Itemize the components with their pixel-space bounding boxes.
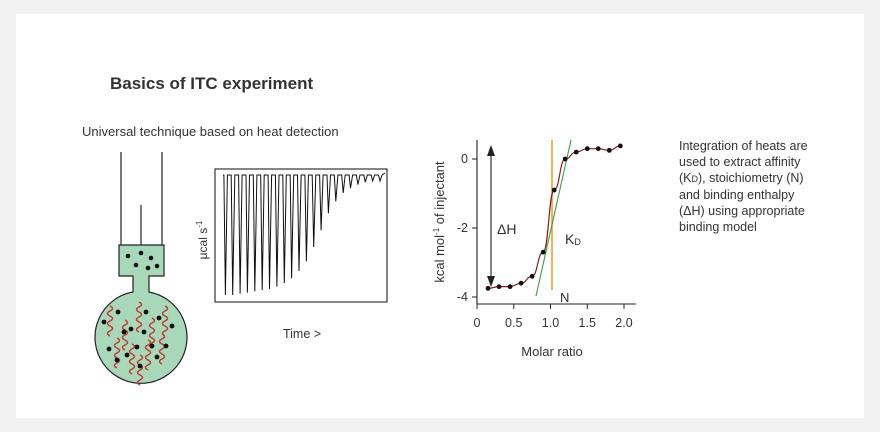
- cell-dot: [128, 326, 134, 332]
- cell-dot: [141, 329, 147, 335]
- delta-h-arrow: [487, 145, 495, 287]
- kd-label: KD: [565, 231, 581, 247]
- protein-coil: [135, 301, 143, 333]
- y-tick-label: 0: [461, 152, 468, 166]
- ligand-dots: [125, 250, 160, 271]
- data-point: [540, 249, 546, 255]
- data-point: [606, 147, 612, 153]
- x-tick-label: 0: [474, 316, 481, 330]
- cell-dot: [121, 329, 127, 335]
- protein-coil: [136, 354, 144, 386]
- thermogram-trace: [223, 172, 386, 296]
- data-point: [529, 273, 535, 279]
- x-ticks: 0 0.5 1.0 1.5 2.0: [474, 304, 633, 330]
- protein-coil: [148, 317, 156, 349]
- x-tick-label: 1.5: [579, 316, 596, 330]
- subtitle: Universal technique based on heat detect…: [82, 124, 339, 139]
- thermogram-ylabel: μcal s-1: [195, 220, 210, 259]
- description-line: Integration of heats are: [679, 139, 808, 153]
- y-tick-label: -4: [457, 290, 468, 304]
- ligand-dot: [145, 265, 151, 271]
- data-point: [518, 280, 524, 286]
- kd-slope-line: [535, 139, 572, 297]
- data-point: [485, 285, 491, 291]
- delta-h-label: ΔH: [497, 221, 516, 237]
- cell-dot: [156, 315, 162, 321]
- cell-dot: [134, 344, 140, 350]
- thermogram-xlabel: Time >: [283, 327, 321, 341]
- protein-coil: [128, 343, 136, 375]
- description-line: and binding enthalpy: [679, 188, 795, 202]
- description-line: binding model: [679, 220, 757, 234]
- cell-dot: [124, 352, 130, 358]
- data-point: [617, 143, 623, 149]
- cell-dot: [163, 343, 169, 349]
- cell-dot: [137, 363, 143, 369]
- cell-dot: [101, 319, 107, 325]
- binding-ylabel: kcal mol-1 of injectant: [432, 161, 447, 283]
- n-label: N: [560, 290, 569, 305]
- cell-dot: [143, 309, 149, 315]
- protein-coil: [144, 339, 152, 371]
- thermogram: μcal s-1 Time >: [195, 168, 388, 341]
- cell-dot: [115, 309, 121, 315]
- x-tick-label: 2.0: [615, 316, 632, 330]
- description-line: (KD), stoichiometry (N): [679, 171, 804, 185]
- x-tick-label: 1.0: [542, 316, 559, 330]
- protein-coil: [106, 305, 114, 337]
- protein-coil: [121, 319, 129, 351]
- ligand-dot: [138, 250, 144, 256]
- description: Integration of heats are used to extract…: [679, 138, 869, 235]
- data-point: [496, 284, 502, 290]
- ligand-dot: [148, 255, 154, 261]
- data-point: [584, 146, 590, 152]
- binding-curve-plot: 0 -2 -4 0 0.5 1.0 1.5 2.0 ΔH KD N kcal mol-1 o…: [432, 139, 636, 359]
- cell-dot: [106, 346, 112, 352]
- cell-dot: [169, 323, 175, 329]
- cell-ligand-dots: [101, 309, 175, 369]
- cell-dot: [114, 357, 120, 363]
- data-point: [573, 149, 579, 155]
- page-title: Basics of ITC experiment: [110, 74, 314, 93]
- protein-coil: [158, 333, 166, 365]
- description-line: used to extract affinity: [679, 155, 801, 169]
- ligand-dot: [133, 262, 139, 268]
- data-points: [485, 143, 623, 291]
- y-tick-label: -2: [457, 221, 468, 235]
- itc-instrument: [94, 152, 188, 386]
- data-point: [551, 187, 557, 193]
- ligand-dot: [125, 253, 131, 259]
- binding-xlabel: Molar ratio: [521, 344, 582, 359]
- y-ticks: 0 -2 -4: [457, 152, 477, 304]
- description-line: (ΔH) using appropriate: [679, 204, 805, 218]
- x-tick-label: 0.5: [505, 316, 522, 330]
- cell-dot: [154, 354, 160, 360]
- ligand-dot: [154, 263, 160, 269]
- data-point: [562, 156, 568, 162]
- protein-coil: [161, 305, 169, 337]
- protein-coil: [113, 337, 121, 369]
- data-point: [507, 284, 513, 290]
- protein-coils: [106, 301, 169, 386]
- cell-dot: [149, 343, 155, 349]
- data-point: [595, 146, 601, 152]
